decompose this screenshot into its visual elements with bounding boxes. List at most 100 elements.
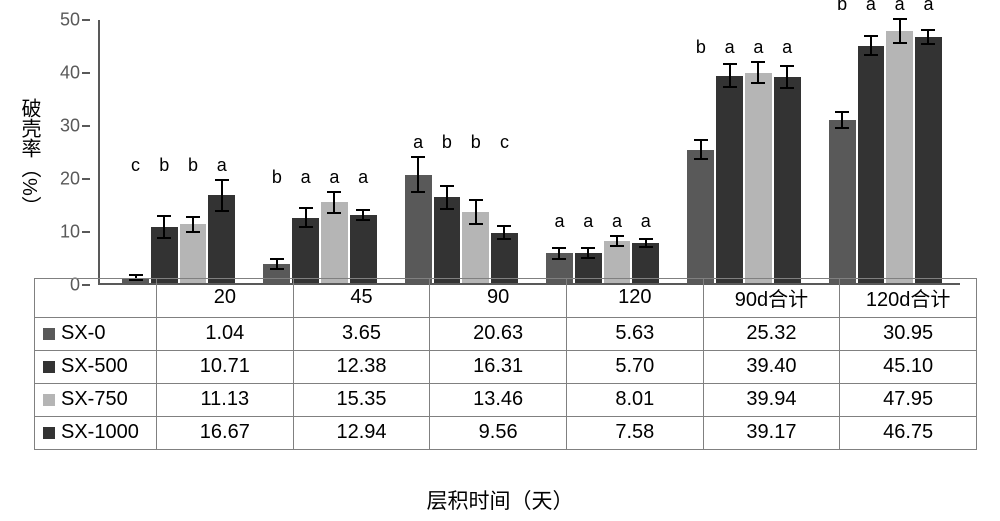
- significance-letter: a: [604, 211, 631, 232]
- chart: 破壳率（%） 01020304050 cbbabaaaabbcaaaabaaab…: [32, 8, 977, 308]
- legend-cell: SX-500: [35, 351, 157, 384]
- table-cell: 5.70: [566, 351, 703, 384]
- bar-group: abbc: [391, 20, 532, 283]
- error-cap: [299, 226, 313, 228]
- bar-group: cbba: [108, 20, 249, 283]
- table-cell: 12.38: [293, 351, 430, 384]
- bars: [546, 20, 659, 283]
- error-cap: [864, 35, 878, 37]
- table-header-row: 20459012090d合计120d合计: [35, 279, 977, 318]
- significance-row: abbc: [405, 132, 518, 153]
- error-bar: [757, 62, 759, 83]
- error-cap: [469, 199, 483, 201]
- plot-area: cbbabaaaabbcaaaabaaabaaa: [98, 20, 960, 285]
- table-cell: 13.46: [430, 384, 567, 417]
- error-cap: [215, 210, 229, 212]
- error-cap: [440, 208, 454, 210]
- bars: [829, 20, 942, 283]
- significance-letter: a: [546, 211, 573, 232]
- legend-swatch: [43, 328, 55, 340]
- bar: [405, 175, 432, 284]
- error-cap: [270, 268, 284, 270]
- bar-group: aaaa: [532, 20, 673, 283]
- bar: [774, 77, 801, 283]
- error-bar: [786, 66, 788, 87]
- significance-letter: a: [915, 0, 942, 15]
- bar: [745, 73, 772, 283]
- error-cap: [356, 209, 370, 211]
- legend-cell: SX-0: [35, 318, 157, 351]
- bar-group: baaa: [249, 20, 390, 283]
- y-tick-label: 40: [60, 63, 80, 84]
- figure: 破壳率（%） 01020304050 cbbabaaaabbcaaaabaaab…: [0, 0, 1000, 521]
- bar: [180, 224, 207, 283]
- bar: [208, 195, 235, 283]
- legend-swatch: [43, 394, 55, 406]
- table-col-header: 120d合计: [840, 279, 977, 318]
- error-cap: [639, 246, 653, 248]
- y-tick-label: 30: [60, 116, 80, 137]
- significance-letter: a: [208, 155, 235, 176]
- table-cell: 3.65: [293, 318, 430, 351]
- error-cap: [694, 139, 708, 141]
- y-tick-mark: [82, 19, 90, 21]
- significance-letter: c: [122, 155, 149, 176]
- bar: [915, 37, 942, 283]
- error-bar: [729, 64, 731, 87]
- bars: [687, 20, 800, 283]
- significance-row: baaa: [687, 37, 800, 58]
- y-tick-label: 50: [60, 10, 80, 31]
- bar: [151, 227, 178, 283]
- error-cap: [497, 225, 511, 227]
- legend-label: SX-0: [61, 322, 105, 344]
- significance-row: cbba: [122, 155, 235, 176]
- error-cap: [186, 231, 200, 233]
- y-tick-mark: [82, 178, 90, 180]
- error-cap: [129, 274, 143, 276]
- data-table: 20459012090d合计120d合计 SX-01.043.6520.635.…: [34, 278, 977, 450]
- table-cell: 16.67: [157, 417, 294, 450]
- table-col-header: 90: [430, 279, 567, 318]
- error-cap: [440, 185, 454, 187]
- error-bar: [417, 157, 419, 192]
- significance-letter: b: [434, 132, 461, 153]
- bar: [716, 76, 743, 283]
- error-bar: [841, 112, 843, 128]
- error-cap: [327, 212, 341, 214]
- error-bar: [192, 217, 194, 233]
- error-cap: [780, 87, 794, 89]
- x-axis-title: 层积时间（天）: [0, 485, 1000, 515]
- bar: [491, 233, 518, 283]
- significance-letter: a: [632, 211, 659, 232]
- significance-letter: a: [774, 37, 801, 58]
- table-cell: 39.94: [703, 384, 840, 417]
- legend-cell: SX-750: [35, 384, 157, 417]
- significance-letter: b: [180, 155, 207, 176]
- error-bar: [221, 180, 223, 211]
- significance-row: baaa: [263, 167, 376, 188]
- error-cap: [186, 216, 200, 218]
- error-cap: [299, 207, 313, 209]
- error-cap: [552, 258, 566, 260]
- table-cell: 7.58: [566, 417, 703, 450]
- y-tick-mark: [82, 125, 90, 127]
- bar: [829, 120, 856, 283]
- table-cell: 39.40: [703, 351, 840, 384]
- table-cell: 30.95: [840, 318, 977, 351]
- bar: [886, 31, 913, 283]
- table-cell: 20.63: [430, 318, 567, 351]
- table-col-header: 45: [293, 279, 430, 318]
- error-cap: [581, 257, 595, 259]
- significance-row: aaaa: [546, 211, 659, 232]
- error-cap: [356, 219, 370, 221]
- error-cap: [411, 191, 425, 193]
- error-cap: [780, 65, 794, 67]
- error-bar: [927, 30, 929, 44]
- table-cell: 12.94: [293, 417, 430, 450]
- bar: [434, 197, 461, 283]
- error-cap: [497, 238, 511, 240]
- y-tick-mark: [82, 231, 90, 233]
- error-cap: [552, 247, 566, 249]
- table-cell: 10.71: [157, 351, 294, 384]
- significance-letter: a: [292, 167, 319, 188]
